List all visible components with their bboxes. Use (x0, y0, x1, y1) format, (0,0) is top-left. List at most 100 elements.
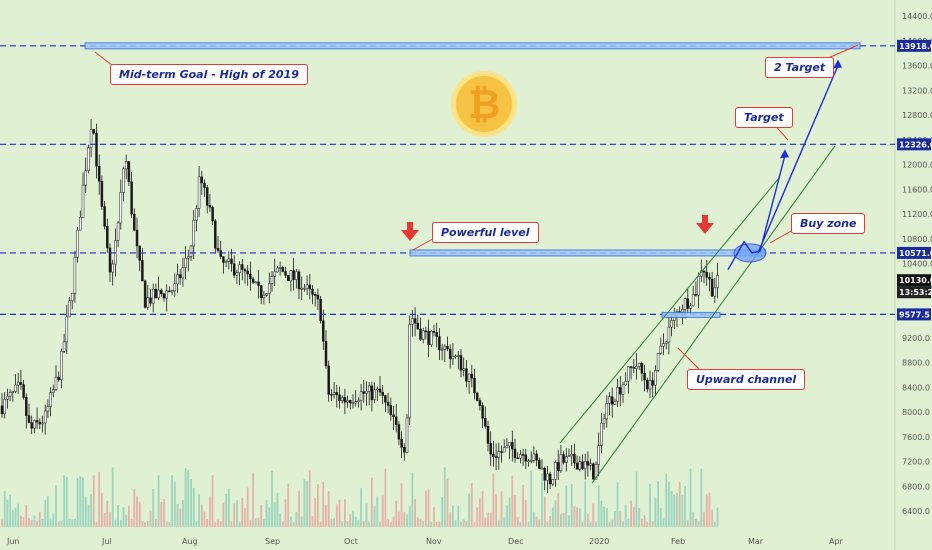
candle-body (357, 399, 360, 402)
candle-body (478, 400, 482, 406)
volume-bar (117, 504, 119, 527)
volume-bar (87, 504, 90, 527)
volume-bar (214, 521, 217, 527)
candle-body (49, 392, 52, 407)
volume-bar (659, 508, 662, 527)
volume-bar (125, 514, 128, 527)
volume-bar (365, 503, 368, 527)
volume-bar (627, 518, 630, 527)
volume-bar (651, 521, 654, 527)
volume-bar (657, 481, 659, 527)
candle-body (613, 401, 617, 405)
candle-body (475, 392, 479, 401)
y-tick-label: 10800.0 (902, 235, 932, 244)
volume-bar (92, 475, 95, 527)
candle-body (465, 368, 468, 382)
volume-bar (641, 518, 643, 527)
volume-bar (306, 480, 308, 527)
candle-body (27, 415, 31, 423)
candle-body (189, 245, 193, 257)
candle-body (389, 405, 393, 415)
candle-body (354, 401, 357, 404)
candle-body (689, 305, 692, 309)
zone-2019-high (84, 42, 861, 50)
volume-bar (697, 520, 700, 527)
volume-bar (484, 517, 487, 527)
candle-body (413, 318, 417, 324)
volume-bar (141, 520, 144, 527)
candle-body (11, 391, 15, 393)
candle-body (81, 184, 85, 218)
candle-body (708, 276, 711, 280)
volume-bar (492, 473, 495, 527)
candle-body (416, 322, 420, 330)
candle-body (500, 451, 503, 453)
candle-body (184, 258, 187, 268)
candle-body (637, 363, 641, 367)
volume-bar (335, 504, 338, 527)
candle-body (270, 276, 274, 284)
projection-arrowhead (833, 59, 842, 69)
candle-body (457, 355, 460, 357)
volume-bar (308, 470, 311, 527)
volume-bar (676, 492, 678, 527)
volume-bar (716, 507, 719, 527)
candle-body (546, 473, 549, 481)
volume-bar (705, 494, 708, 527)
volume-bar (74, 518, 76, 527)
candle-body (265, 293, 268, 296)
volume-bar (109, 512, 111, 527)
volume-bar (611, 519, 614, 527)
volume-bar (244, 508, 246, 527)
candle-body (597, 445, 600, 465)
volume-bar (476, 507, 479, 527)
volume-bar (511, 475, 514, 527)
volume-bar (449, 512, 452, 527)
candle-body (624, 380, 627, 386)
candle-body (408, 324, 411, 419)
volume-bar (144, 521, 146, 527)
candle-body (540, 467, 544, 470)
candle-body (681, 309, 684, 313)
candle-body (367, 385, 371, 392)
candle-body (65, 316, 69, 343)
candle-body (187, 256, 190, 259)
volume-bar (295, 511, 298, 527)
bitcoin-logo-icon (456, 76, 512, 132)
volume-bar (497, 520, 500, 527)
volume-bar (408, 505, 411, 527)
candle-body (143, 280, 147, 308)
volume-bar (211, 475, 214, 527)
down-arrow-icon (702, 215, 708, 224)
candle-body (322, 320, 325, 342)
candle-body (635, 366, 638, 369)
candle-body (141, 260, 144, 282)
x-tick-label: 2020 (589, 537, 609, 546)
volume-bar (506, 505, 508, 527)
candle-body (84, 170, 87, 186)
candle-body (481, 405, 484, 419)
volume-bar (257, 517, 260, 527)
candle-body (257, 281, 260, 286)
candle-body (8, 392, 12, 397)
volume-bar (470, 483, 473, 527)
candle-body (57, 376, 60, 381)
volume-bar (514, 495, 516, 527)
candle-body (443, 346, 447, 350)
volume-bar (433, 506, 435, 527)
volume-bar (535, 516, 538, 527)
candle-body (448, 348, 452, 360)
volume-bar (589, 521, 592, 527)
x-tick-label: Apr (829, 537, 844, 546)
x-tick-label: Jun (6, 537, 20, 546)
candle-body (473, 377, 476, 394)
volume-bar (419, 518, 422, 527)
candle-body (583, 461, 587, 469)
down-arrow-icon (401, 230, 419, 241)
volume-bar (325, 504, 327, 527)
level-price-label: 9577.5 (899, 310, 930, 319)
volume-bar (614, 511, 616, 527)
volume-bar (30, 519, 33, 527)
candle-body (532, 453, 536, 461)
volume-bar (446, 478, 449, 527)
